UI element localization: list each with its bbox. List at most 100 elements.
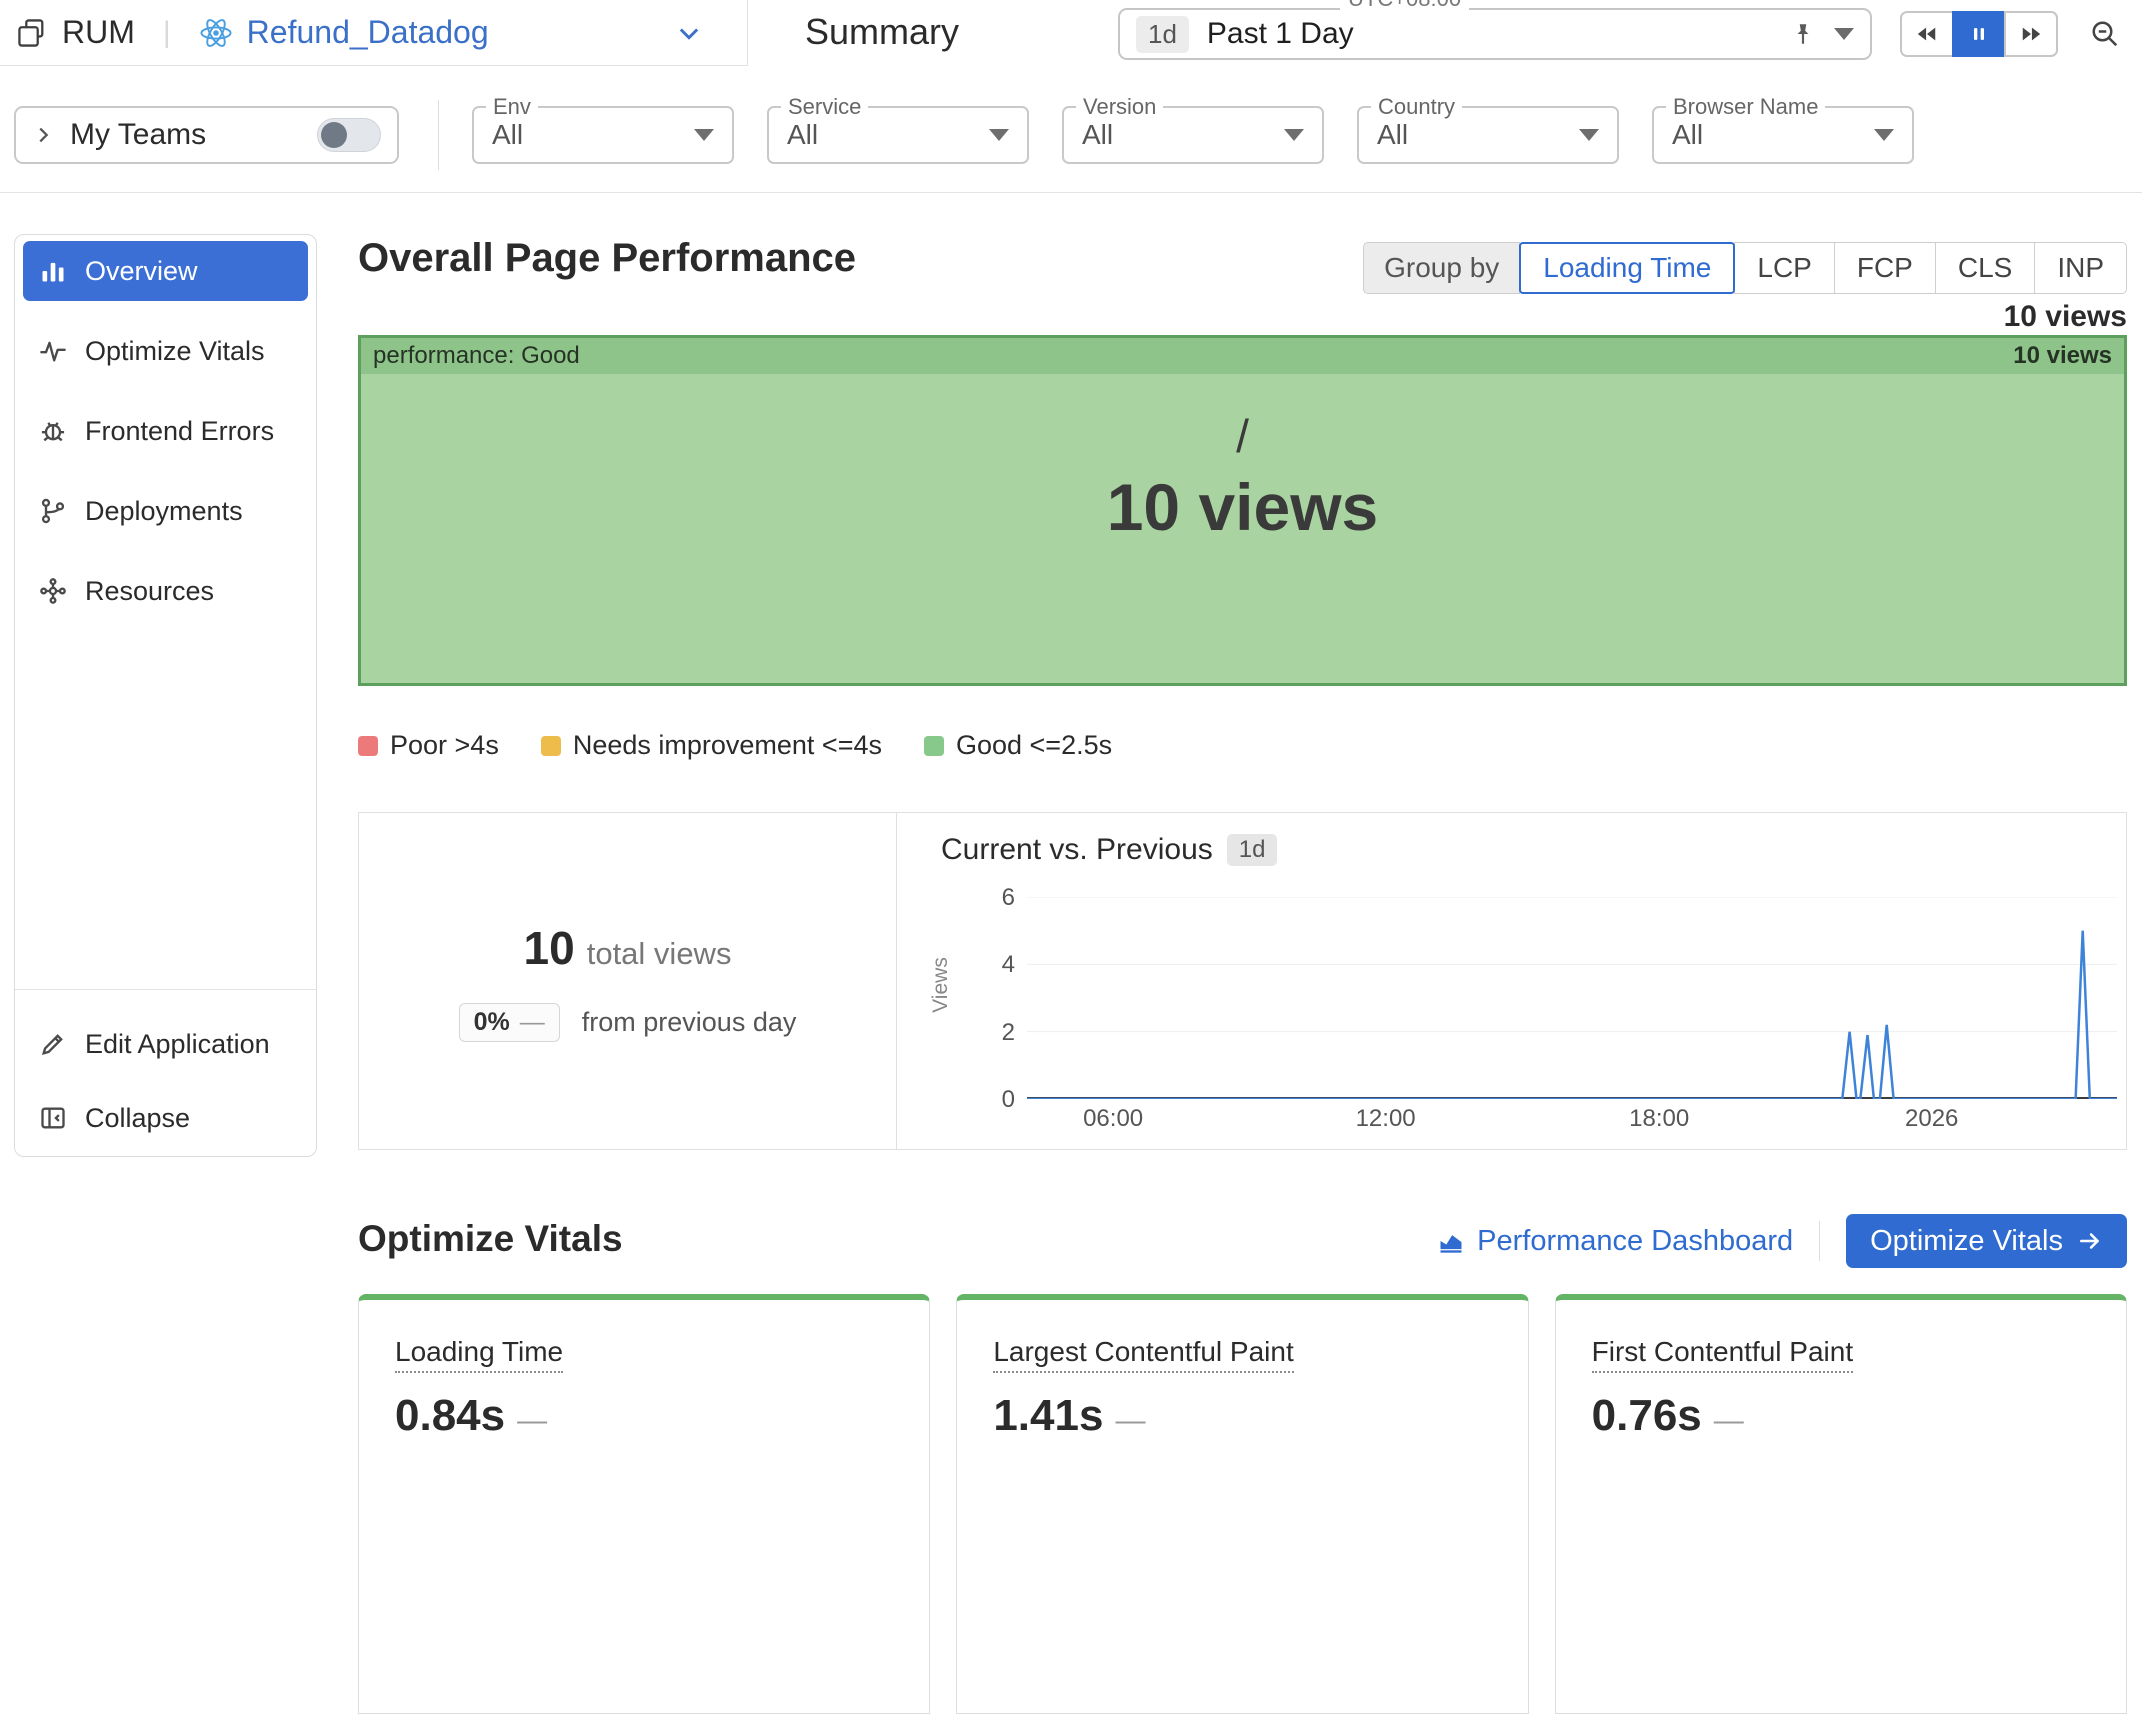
sidebar-item-frontend-errors[interactable]: Frontend Errors — [23, 401, 308, 461]
views-count-annotation: 10 views — [1106, 470, 1379, 544]
browser-name-filter-dropdown[interactable]: Browser Name All — [1652, 94, 1914, 164]
bar-chart-icon — [39, 257, 67, 285]
divider — [1819, 1221, 1821, 1261]
dropdown-value: All — [1377, 119, 1409, 150]
sidebar-item-overview[interactable]: Overview — [23, 241, 308, 301]
tooltip-series-label: performance: Good — [373, 342, 580, 369]
vital-card-title: Largest Contentful Paint — [993, 1336, 1294, 1373]
slash-annotation: / — [1236, 410, 1249, 462]
vital-card-title: First Contentful Paint — [1591, 1336, 1854, 1373]
time-dropdown-caret-icon[interactable] — [1834, 28, 1854, 40]
toggle-knob — [321, 122, 347, 148]
chevron-down-icon — [1579, 129, 1599, 141]
legend-swatch-poor — [358, 735, 378, 756]
country-filter-dropdown[interactable]: Country All — [1357, 94, 1619, 164]
vital-card-dash: — — [1115, 1404, 1146, 1437]
vital-card-title: Loading Time — [395, 1336, 564, 1373]
tab-inp[interactable]: INP — [2034, 242, 2127, 294]
sidebar-item-optimize-vitals[interactable]: Optimize Vitals — [23, 321, 308, 381]
timezone-label: UTC+08:00 — [1340, 0, 1470, 12]
chart-center-annotation: / 10 views — [361, 408, 2124, 550]
chevron-down-icon — [694, 129, 714, 141]
zoom-out-button[interactable] — [2082, 13, 2128, 55]
tab-loading-time[interactable]: Loading Time — [1519, 242, 1736, 294]
total-views-panel: 10 total views 0% — from previous day — [359, 813, 897, 1149]
comparison-range-badge: 1d — [1226, 834, 1278, 866]
sidebar-item-label: Resources — [85, 575, 215, 606]
time-range-picker[interactable]: UTC+08:00 1d Past 1 Day — [1118, 0, 1872, 60]
react-app-icon — [199, 16, 233, 50]
bug-icon — [39, 417, 67, 445]
comparison-line-chart[interactable] — [1027, 897, 2117, 1099]
legend-item-poor[interactable]: Poor >4s — [358, 730, 499, 761]
delta-dash: — — [519, 1007, 545, 1036]
collapse-icon — [39, 1104, 67, 1132]
divider — [438, 100, 439, 170]
delta-badge: 0% — — [458, 1002, 560, 1042]
vital-card-first-contentful-paint[interactable]: First Contentful Paint 0.76s — — [1554, 1294, 2127, 1714]
tooltip-value: 10 views — [2013, 342, 2112, 369]
pin-icon[interactable] — [1790, 21, 1816, 47]
legend-item-good[interactable]: Good <=2.5s — [923, 730, 1112, 761]
link-label: Performance Dashboard — [1477, 1224, 1794, 1257]
version-filter-dropdown[interactable]: Version All — [1062, 94, 1324, 164]
comparison-chart-title: Current vs. Previous — [941, 833, 1213, 866]
sidebar-footer: Edit Application Collapse — [15, 989, 316, 1162]
rewind-button[interactable] — [1900, 11, 1954, 57]
nodes-icon — [39, 577, 67, 605]
app-selector-area: RUM | Refund_Datadog — [0, 0, 748, 66]
optimize-vitals-button[interactable]: Optimize Vitals — [1846, 1214, 2127, 1268]
chevron-right-icon[interactable] — [32, 124, 54, 146]
section-title-overall-page-performance: Overall Page Performance — [358, 236, 857, 280]
sidebar-item-deployments[interactable]: Deployments — [23, 481, 308, 541]
vital-card-loading-time[interactable]: Loading Time 0.84s — — [358, 1294, 931, 1714]
sidebar-item-label: Collapse — [85, 1102, 191, 1133]
total-views-value: 10 — [523, 921, 575, 974]
application-selector[interactable]: Refund_Datadog — [246, 14, 489, 50]
dropdown-value: All — [1082, 119, 1114, 150]
sidebar-item-label: Deployments — [85, 495, 243, 526]
sidebar-item-label: Overview — [85, 255, 198, 286]
dropdown-label: Country — [1371, 94, 1463, 120]
collapse-sidebar-button[interactable]: Collapse — [23, 1088, 308, 1148]
edit-application-button[interactable]: Edit Application — [23, 1014, 308, 1074]
vital-card-largest-contentful-paint[interactable]: Largest Contentful Paint 1.41s — — [956, 1294, 1529, 1714]
dropdown-value: All — [1672, 119, 1704, 150]
my-teams-toggle[interactable] — [317, 118, 381, 152]
tab-lcp[interactable]: LCP — [1734, 242, 1835, 294]
views-total-label: 10 views — [2003, 300, 2127, 333]
sidebar: Overview Optimize Vitals Frontend Errors… — [14, 234, 317, 1157]
legend-label: Poor >4s — [390, 730, 499, 760]
vital-card-value: 0.76s — [1591, 1391, 1702, 1440]
playback-controls — [1900, 11, 2058, 57]
tab-fcp[interactable]: FCP — [1833, 242, 1936, 294]
legend-label: Needs improvement <=4s — [572, 730, 882, 760]
my-teams-filter[interactable]: My Teams — [14, 106, 399, 164]
vital-card-value: 1.41s — [993, 1391, 1104, 1440]
chevron-down-icon[interactable] — [675, 19, 703, 47]
sidebar-item-label: Frontend Errors — [85, 415, 275, 446]
pause-button[interactable] — [1952, 11, 2006, 57]
env-filter-dropdown[interactable]: Env All — [472, 94, 734, 164]
chevron-down-icon — [1874, 129, 1894, 141]
group-by-control: Group by Loading Time LCP FCP CLS INP — [1363, 242, 2127, 294]
legend-swatch-needs-improvement — [540, 735, 561, 756]
button-label: Optimize Vitals — [1870, 1224, 2063, 1257]
filter-bar: My Teams Env All Service All Version All… — [0, 66, 2142, 193]
legend-item-needs-improvement[interactable]: Needs improvement <=4s — [540, 730, 882, 761]
dropdown-label: Version — [1076, 94, 1164, 120]
x-axis-ticks: 06:00 12:00 18:00 2026 — [1083, 1105, 1959, 1132]
vitals-cards: Loading Time 0.84s — Largest Contentful … — [358, 1294, 2127, 1714]
area-chart-icon — [1437, 1227, 1465, 1255]
tab-cls[interactable]: CLS — [1934, 242, 2036, 294]
delta-note: from previous day — [581, 1006, 797, 1037]
chevron-down-icon — [989, 129, 1009, 141]
service-filter-dropdown[interactable]: Service All — [767, 94, 1029, 164]
performance-area-chart[interactable]: performance: Good 10 views / 10 views — [358, 335, 2127, 686]
dropdown-value: All — [787, 119, 819, 150]
fast-forward-button[interactable] — [2004, 11, 2058, 57]
sidebar-item-resources[interactable]: Resources — [23, 561, 308, 621]
performance-dashboard-link[interactable]: Performance Dashboard — [1437, 1225, 1793, 1258]
vital-card-dash: — — [1713, 1404, 1744, 1437]
